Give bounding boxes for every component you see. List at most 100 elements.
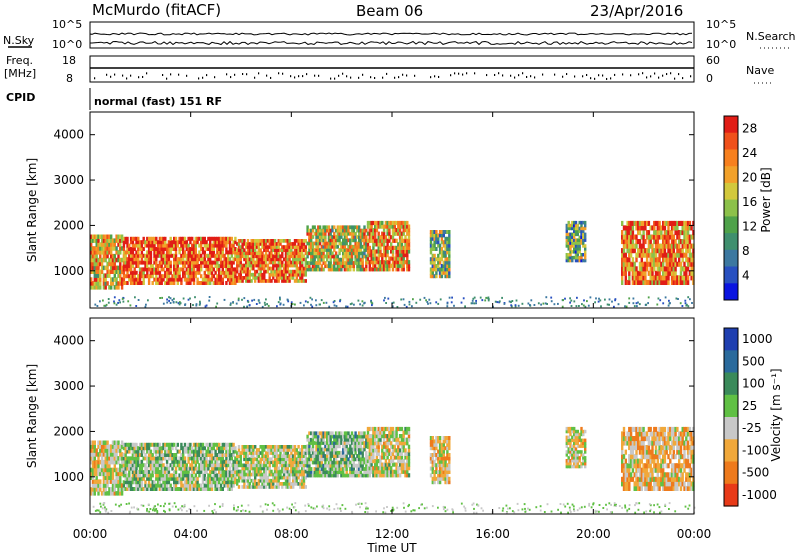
echo-cell <box>90 440 93 445</box>
echo-cell <box>640 270 643 276</box>
echo-cell <box>180 267 183 272</box>
echo-cell <box>198 453 201 457</box>
echo-cell <box>400 238 404 243</box>
echo-cell <box>257 454 260 458</box>
echo-cell <box>662 266 665 272</box>
echo-cell <box>317 470 320 475</box>
nave-mark <box>342 72 344 75</box>
echo-cell <box>624 275 627 281</box>
echo-cell <box>382 228 386 233</box>
echo-cell <box>196 480 199 485</box>
echo-cell <box>178 260 181 265</box>
echo-cell <box>567 258 570 263</box>
echo-cell <box>252 276 255 280</box>
echo-cell <box>324 454 327 458</box>
echo-cell <box>106 483 109 488</box>
echo-cell <box>171 456 174 461</box>
echo-cell <box>299 263 302 268</box>
echo-cell <box>198 281 201 285</box>
echo-cell <box>567 241 570 245</box>
echo-cell <box>263 276 266 280</box>
echo-cell <box>164 456 167 461</box>
echo-cell <box>261 457 264 462</box>
nave-mark <box>338 74 340 77</box>
echo-cell <box>257 276 260 280</box>
nsearch-tick-bottom: 10^0 <box>706 38 736 51</box>
echo-cell <box>292 475 295 480</box>
echo-cell <box>331 460 334 465</box>
echo-cell <box>377 231 380 236</box>
echo-cell <box>686 275 690 281</box>
echo-cell <box>259 263 262 268</box>
echo-cell <box>574 226 578 231</box>
echo-cell <box>246 239 250 243</box>
echo-cell <box>273 245 277 249</box>
echo-cell <box>398 242 402 247</box>
echo-cell <box>236 248 239 252</box>
echo-cell <box>642 261 645 267</box>
echo-cell <box>189 277 192 282</box>
echo-cell <box>169 260 172 265</box>
echo-cell <box>243 482 246 486</box>
echo-cell <box>122 274 126 279</box>
echo-cell <box>633 270 636 276</box>
echo-cell <box>435 236 438 241</box>
echo-cell <box>182 459 185 464</box>
echo-cell <box>261 254 264 259</box>
echo-cell <box>324 244 327 249</box>
echo-cell <box>194 449 197 454</box>
echo-cell <box>214 449 217 454</box>
echo-cell <box>358 457 361 462</box>
echo-cell <box>214 257 217 262</box>
echo-cell <box>622 248 626 254</box>
echo-cell <box>210 470 214 474</box>
echo-cell <box>169 277 172 282</box>
echo-cell <box>196 236 199 241</box>
echo-cell <box>245 245 248 249</box>
echo-cell <box>638 220 642 226</box>
echo-cell <box>672 239 675 245</box>
echo-cell <box>254 251 257 256</box>
echo-cell <box>327 470 331 475</box>
echo-cell <box>333 450 336 455</box>
echo-cell <box>286 266 289 271</box>
echo-cell <box>189 274 192 279</box>
echo-cell <box>218 264 221 268</box>
echo-cell <box>576 255 579 260</box>
echo-cell <box>113 459 116 465</box>
echo-cell <box>268 239 271 243</box>
echo-cell <box>670 248 674 254</box>
echo-cell <box>122 264 126 268</box>
echo-cell <box>131 446 135 451</box>
echo-cell <box>567 238 570 242</box>
nave-mark <box>234 73 236 76</box>
echo-cell <box>290 463 293 468</box>
echo-cell <box>133 274 136 279</box>
echo-cell <box>302 478 306 483</box>
echo-cell <box>386 238 389 243</box>
echo-cell <box>200 253 203 258</box>
echo-cell <box>207 463 210 468</box>
echo-cell <box>156 253 160 258</box>
echo-cell <box>250 245 253 249</box>
echo-cell <box>288 269 291 274</box>
nave-mark <box>106 73 108 76</box>
echo-cell <box>232 281 235 285</box>
echo-cell <box>345 463 348 468</box>
echo-cell <box>349 460 352 465</box>
echo-cell <box>207 281 210 285</box>
echo-cell <box>104 440 107 445</box>
echo-cell <box>91 459 95 465</box>
echo-cell <box>160 483 163 488</box>
echo-cell <box>128 466 131 471</box>
echo-cell <box>327 231 331 236</box>
echo-cell <box>216 264 219 268</box>
echo-cell <box>119 234 122 239</box>
echo-cell <box>431 233 434 238</box>
echo-cell <box>282 457 286 462</box>
echo-cell <box>352 251 355 256</box>
echo-cell <box>672 279 675 285</box>
echo-cell <box>225 470 228 474</box>
echo-cell <box>308 444 311 449</box>
echo-cell <box>398 253 402 258</box>
